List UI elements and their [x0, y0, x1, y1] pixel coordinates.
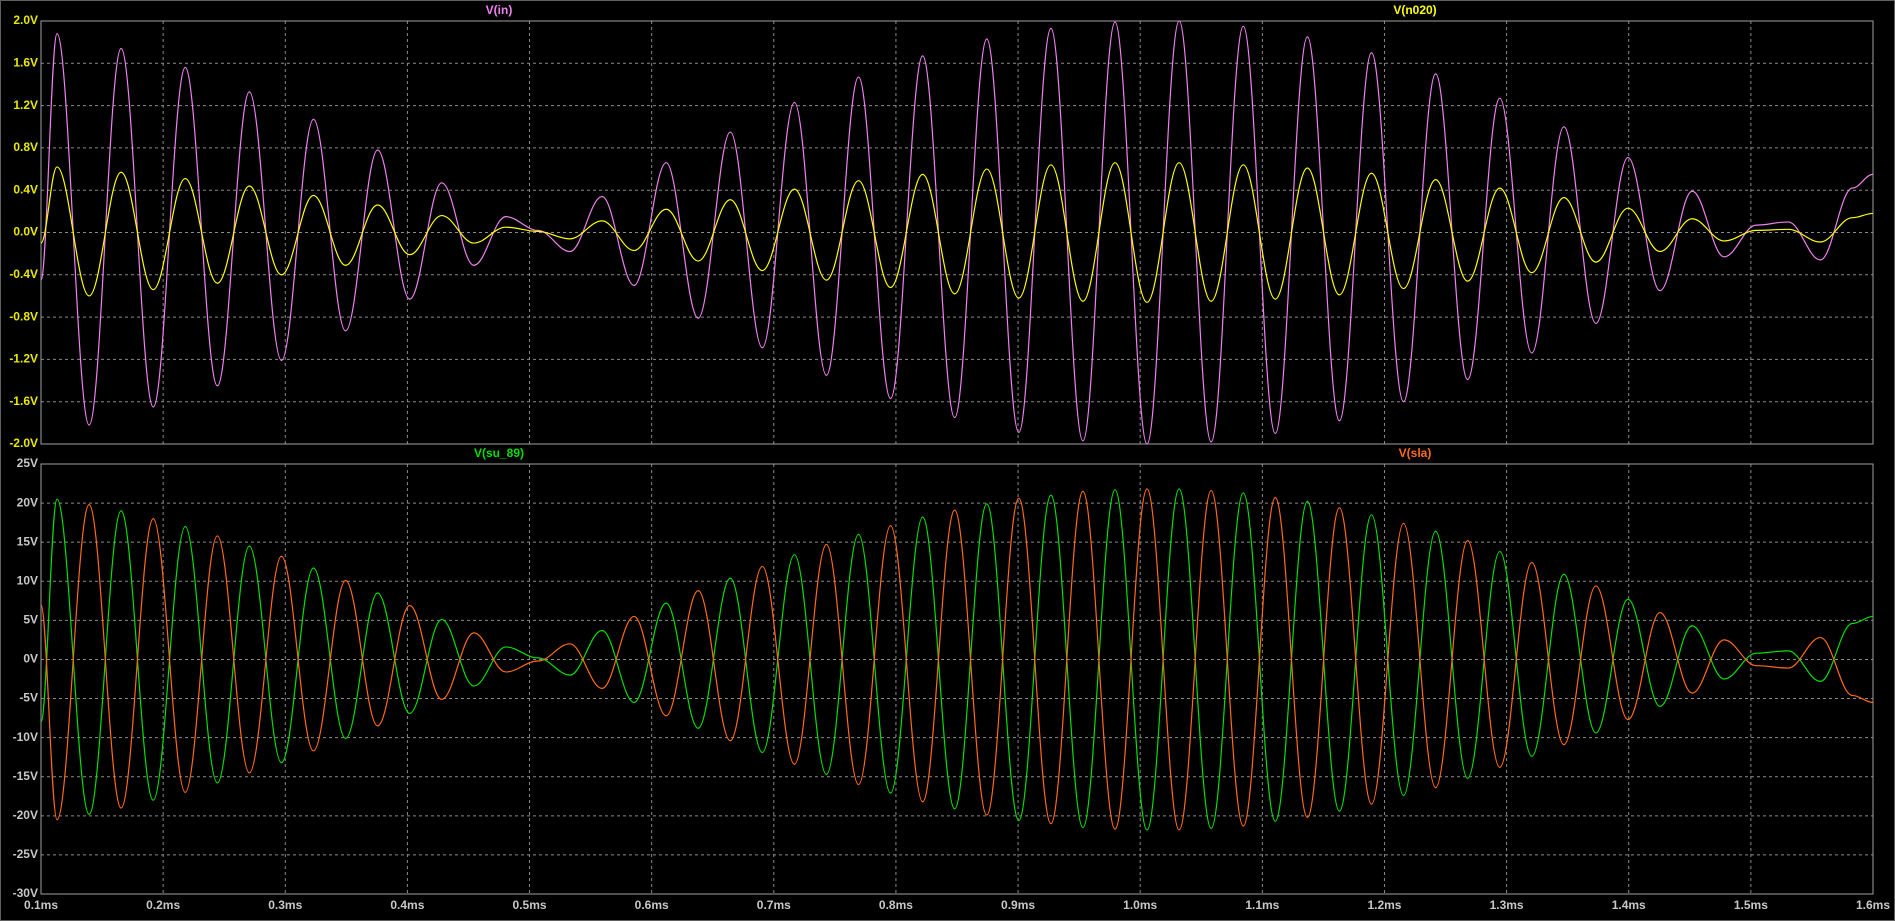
- x-tick-label: 0.2ms: [146, 898, 180, 912]
- x-tick-label: 0.6ms: [635, 898, 669, 912]
- x-tick-label: 0.8ms: [879, 898, 913, 912]
- y-tick-label: 0.0V: [13, 225, 38, 239]
- y-tick-label: -15V: [13, 769, 38, 783]
- x-tick-label: 0.7ms: [757, 898, 791, 912]
- trace: [41, 21, 1873, 444]
- x-tick-label: 1.5ms: [1734, 898, 1768, 912]
- x-tick-label: 0.1ms: [24, 898, 58, 912]
- y-tick-label: 25V: [17, 456, 38, 470]
- x-tick-label: 0.3ms: [268, 898, 302, 912]
- y-tick-label: 20V: [17, 495, 38, 509]
- x-tick-label: 1.0ms: [1123, 898, 1157, 912]
- y-tick-label: -2.0V: [9, 436, 38, 450]
- trace: [41, 488, 1873, 831]
- x-tick-label: 1.6ms: [1856, 898, 1890, 912]
- y-tick-label: -30V: [13, 886, 38, 900]
- y-tick-label: -5V: [19, 691, 38, 705]
- y-tick-label: 10V: [17, 573, 38, 587]
- x-tick-label: 1.3ms: [1490, 898, 1524, 912]
- y-tick-label: -1.6V: [9, 394, 38, 408]
- y-tick-label: -0.4V: [9, 267, 38, 281]
- plot-frame: [40, 20, 1874, 445]
- y-tick-label: -10V: [13, 730, 38, 744]
- y-tick-label: 5V: [23, 613, 38, 627]
- y-tick-label: -25V: [13, 847, 38, 861]
- trace: [41, 162, 1873, 303]
- y-tick-label: -1.2V: [9, 352, 38, 366]
- trace: [41, 488, 1873, 831]
- x-tick-label: 1.2ms: [1367, 898, 1401, 912]
- x-tick-label: 1.4ms: [1612, 898, 1646, 912]
- y-tick-label: 0V: [23, 652, 38, 666]
- y-tick-label: 0.8V: [13, 140, 38, 154]
- y-tick-label: 0.4V: [13, 182, 38, 196]
- legend-label: V(sla): [1399, 446, 1432, 460]
- legend-label: V(in): [486, 3, 513, 17]
- x-tick-label: 0.4ms: [390, 898, 424, 912]
- legend-label: V(su_89): [474, 446, 524, 460]
- x-tick-label: 1.1ms: [1245, 898, 1279, 912]
- y-tick-label: 15V: [17, 534, 38, 548]
- x-tick-label: 0.5ms: [513, 898, 547, 912]
- y-tick-label: 1.2V: [13, 98, 38, 112]
- y-tick-label: -20V: [13, 808, 38, 822]
- y-tick-label: 2.0V: [13, 13, 38, 27]
- plot-frame: [40, 463, 1874, 895]
- x-tick-label: 0.9ms: [1001, 898, 1035, 912]
- y-tick-label: 1.6V: [13, 55, 38, 69]
- y-tick-label: -0.8V: [9, 309, 38, 323]
- legend-label: V(n020): [1393, 3, 1436, 17]
